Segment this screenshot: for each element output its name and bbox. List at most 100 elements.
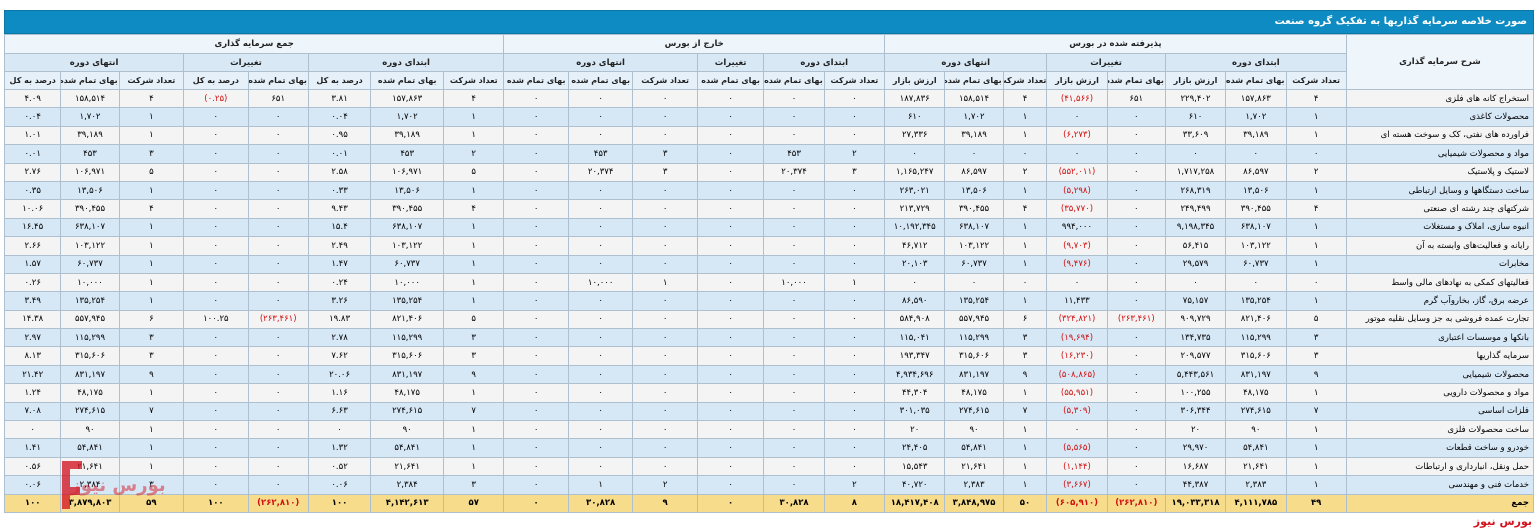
cell: ۸۶,۵۹۰ (884, 291, 946, 311)
cell: ۱ (1002, 420, 1048, 440)
table-row: بانکها و موسسات اعتباری ۳ ۱۱۵,۲۹۹ ۱۳۴,۷۳۵ ۰(… (3, 328, 1535, 348)
cell: ۰ (1106, 144, 1166, 164)
cell: ۰ (823, 236, 886, 256)
cell: ۱۸۷,۸۳۶ (884, 88, 946, 109)
cell: ۰ (763, 438, 825, 458)
cell: ۰ (247, 199, 309, 219)
cell: ۱.۰۱ (3, 125, 62, 146)
cell: ۰ (247, 291, 309, 311)
cell: ۱ (1285, 180, 1347, 201)
cell: ۲۰ (1164, 420, 1227, 440)
cell: ۰ (696, 107, 765, 127)
col-header: بهای تمام شده (1225, 71, 1287, 90)
cell: ۳۹,۱۸۹ (370, 125, 445, 146)
cell: ۰ (1106, 456, 1166, 477)
cell: ۲.۷۸ (307, 328, 372, 348)
cell: ۰ (503, 383, 569, 403)
cell: ۲۶۸,۳۱۹ (1164, 180, 1227, 201)
cell: ۰ (1002, 272, 1048, 293)
cell: ۲۰,۱۰۳ (884, 254, 946, 274)
cell: ۱۰۰.۲۵ (183, 309, 249, 330)
cell: ۳,۸۴۸,۹۷۵ (944, 493, 1004, 513)
cell: ۱.۳۲ (307, 438, 372, 458)
table-row: محصولات کاغذی ۱ ۱,۷۰۲ ۶۱۰ ۰ ۰ ۱ ۱,۷۰۲ ۶۱۰ ۰ ۰ ۰ ۰ ۰ ۰ ۱… (3, 107, 1535, 127)
cell: ۰ (1106, 420, 1166, 440)
cell: ۱۰۳,۱۲۲ (944, 236, 1004, 256)
table-row: رایانه و فعالیت‌های وابسته به آن ۱ ۱۰۳,۱۲۲… (3, 236, 1535, 256)
row-name: استخراج کانه های فلزی (1345, 88, 1535, 109)
cell: ۰ (1106, 254, 1166, 274)
cell: ۰ (763, 125, 825, 146)
cell: ۰ (944, 272, 1004, 293)
cell: ۱ (118, 291, 185, 311)
cell: ۰ (503, 107, 569, 127)
row-name: جمع (1345, 493, 1535, 513)
cell: ۷.۶۲ (307, 346, 372, 366)
cell: ۰ (763, 309, 825, 330)
cell: ۱۹,۰۳۳,۳۱۸ (1164, 493, 1227, 513)
cell: ۰ (632, 88, 698, 109)
cell: ۱ (1002, 236, 1048, 256)
cell: ۰ (823, 456, 886, 477)
cell: ۴۴,۳۰۴ (884, 383, 946, 403)
group-listed-header: پذیرفته شده در بورس (884, 34, 1347, 54)
cell: ۰ (632, 309, 698, 330)
cell: ۳.۸۱ (307, 88, 372, 109)
table-row: تجارت عمده فروشی به جز وسایل نقلیه موتور… (3, 309, 1535, 330)
cell: ۲۹,۵۷۹ (1164, 254, 1227, 274)
cell: ۴۰,۷۲۰ (884, 475, 946, 495)
cell: (۶,۲۷۳) (1046, 125, 1108, 146)
cell: ۶۳۸,۱۰۷ (60, 217, 120, 238)
cell: ۱ (443, 236, 505, 256)
cell: (۹,۴۷۶) (1046, 254, 1108, 274)
cell: ۰ (696, 199, 765, 219)
cell: ۰ (696, 456, 765, 477)
cell: ۰ (183, 180, 249, 201)
cell: ۰.۲۴ (307, 272, 372, 293)
cell: ۸۳۱,۱۹۷ (1225, 364, 1287, 385)
cell: ۴۸,۱۷۵ (944, 383, 1004, 403)
cell: ۳۹,۱۸۹ (60, 125, 120, 146)
cell: ۰ (1106, 438, 1166, 458)
cell: ۵,۴۴۳,۵۶۱ (1164, 364, 1227, 385)
cell: ۷ (1002, 401, 1048, 422)
cell: ۱ (1285, 107, 1347, 127)
cell: ۱۰۶,۹۷۱ (370, 162, 445, 182)
otc-begin-header: ابتدای دوره (763, 53, 886, 72)
cell: ۱ (443, 438, 505, 458)
row-name: ساخت دستگاهها و وسایل ارتباطی (1345, 180, 1535, 201)
cell: (۲۶۲,۸۱۰) (1106, 493, 1166, 513)
cell: ۰ (503, 346, 569, 366)
row-name: بانکها و موسسات اعتباری (1345, 328, 1535, 348)
cell: ۰ (183, 162, 249, 182)
cell: ۱ (443, 180, 505, 201)
cell: ۴۵۳ (60, 144, 120, 164)
cell: ۰ (763, 401, 825, 422)
cell: ۰ (632, 328, 698, 348)
cell: ۴۵۳ (567, 144, 634, 164)
table-row: مواد و محصولات شیمیایی ۰ ۰ ۰ ۰ ۰ ۰ ۰ ۰ ۲ ۴۵۳ ۰ ۳ ۴۵۳ ۰… (3, 144, 1535, 164)
cell: ۰ (1046, 144, 1108, 164)
investment-table: شرح سرمایه گذاری پذیرفته شده در بورس خار… (3, 34, 1535, 513)
cell: ۳ (118, 144, 185, 164)
cell: ۲۲۹,۴۰۲ (1164, 88, 1227, 109)
cell: ۰ (183, 236, 249, 256)
cell: ۷ (443, 401, 505, 422)
cell: ۱.۲۴ (3, 383, 62, 403)
col-header: ارزش بازار (1164, 71, 1227, 90)
col-header: تعداد شرکت (1002, 71, 1048, 90)
cell: ۱۰۰,۲۵۵ (1164, 383, 1227, 403)
row-name: مواد و محصولات دارویی (1345, 383, 1535, 403)
cell: ۱ (823, 272, 886, 293)
cell: ۲۱,۶۴۱ (944, 456, 1004, 477)
col-header: تعداد شرکت (118, 71, 185, 90)
col-header: بهای تمام شده (60, 71, 120, 90)
cell: ۱,۷۰۲ (60, 107, 120, 127)
cell: ۰ (696, 364, 765, 385)
cell: ۰ (247, 438, 309, 458)
cell: ۱ (1285, 217, 1347, 238)
row-name: سرمایه گذاریها (1345, 346, 1535, 366)
total-end-header: انتهای دوره (3, 53, 185, 72)
cell: ۶۳۸,۱۰۷ (370, 217, 445, 238)
cell: ۹۹۴,۰۰۰ (1046, 217, 1108, 238)
